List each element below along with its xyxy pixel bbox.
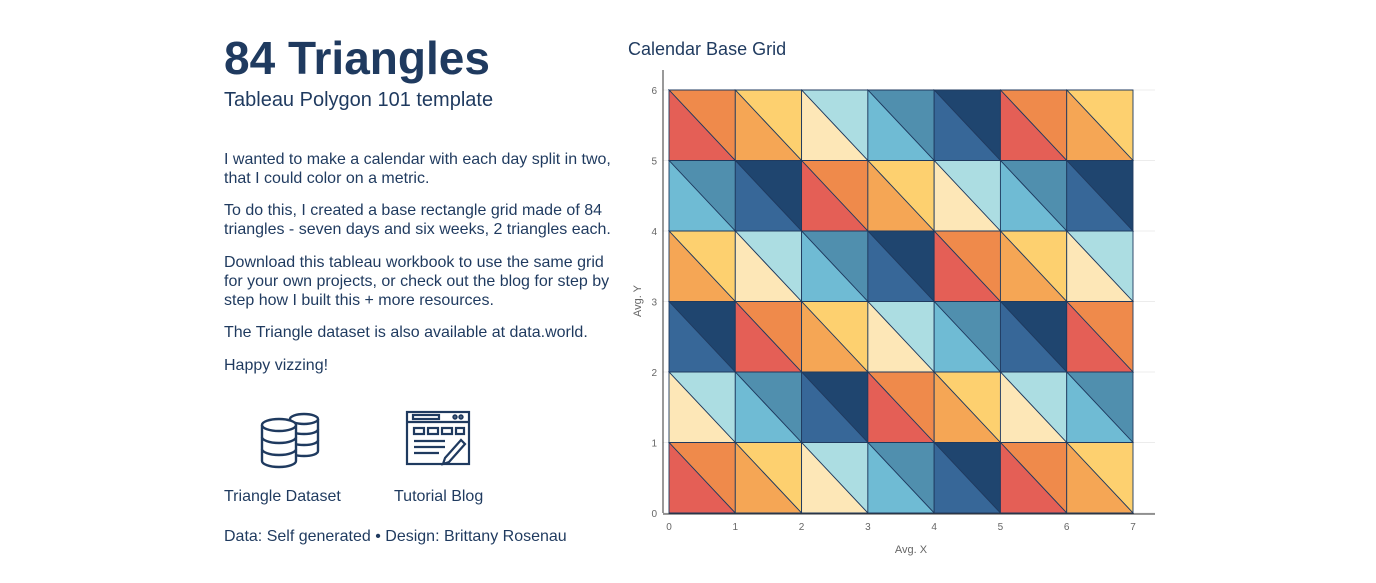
triangle-r1-c3-lower[interactable] xyxy=(867,370,936,443)
y-axis-label: Avg. Y xyxy=(632,284,644,317)
blog-link[interactable]: Tutorial Blog xyxy=(394,488,484,505)
triangle-r1-c6-lower[interactable] xyxy=(1066,370,1135,443)
triangle-r3-c5-lower[interactable] xyxy=(999,229,1068,302)
triangle-r4-c2-lower[interactable] xyxy=(801,159,869,232)
x-axis-label: Avg. X xyxy=(895,544,928,556)
y-tick-label-5: 5 xyxy=(651,157,657,168)
triangle-r3-c1-lower[interactable] xyxy=(734,229,803,302)
triangle-r3-c0-lower[interactable] xyxy=(668,229,737,302)
triangle-r2-c2-lower[interactable] xyxy=(801,300,869,373)
x-tick-label-2: 2 xyxy=(799,522,805,533)
page-title: 84 Triangles xyxy=(224,32,490,84)
triangle-r0-c0-lower[interactable] xyxy=(668,441,737,514)
triangle-r5-c1-lower[interactable] xyxy=(734,88,803,161)
intro-paragraph: I wanted to make a calendar with each da… xyxy=(224,151,611,187)
triangle-r4-c6-lower[interactable] xyxy=(1066,159,1135,232)
x-tick-label-6: 6 xyxy=(1064,522,1070,533)
page-subtitle: Tableau Polygon 101 template xyxy=(224,89,494,111)
triangle-r2-c5-lower[interactable] xyxy=(999,300,1068,373)
calendar-grid-chart: 0 1 2 3 4 5 6 7 0 1 2 3 4 5 6 Avg. X Avg. Y xyxy=(632,70,1155,556)
dataset-paragraph: The Triangle dataset is also available a… xyxy=(224,324,588,341)
y-tick-label-1: 1 xyxy=(651,439,657,450)
triangle-r1-c0-lower[interactable] xyxy=(668,370,737,443)
download-paragraph: Download this tableau workbook to use th… xyxy=(224,254,610,309)
triangle-r5-c3-lower[interactable] xyxy=(867,88,936,161)
triangle-r2-c1-lower[interactable] xyxy=(734,300,803,373)
signoff-paragraph: Happy vizzing! xyxy=(224,357,329,374)
x-tick-label-7: 7 xyxy=(1130,522,1136,533)
triangle-r2-c4-lower[interactable] xyxy=(933,300,1002,373)
triangle-r4-c3-lower[interactable] xyxy=(867,159,936,232)
triangle-r5-c2-lower[interactable] xyxy=(801,88,869,161)
triangle-r3-c4-lower[interactable] xyxy=(933,229,1002,302)
y-tick-label-0: 0 xyxy=(651,509,657,520)
triangle-r0-c1-lower[interactable] xyxy=(734,441,803,514)
triangle-r3-c6-lower[interactable] xyxy=(1066,229,1135,302)
triangle-r1-c4-lower[interactable] xyxy=(933,370,1002,443)
y-tick-label-2: 2 xyxy=(651,368,657,379)
triangle-r4-c4-lower[interactable] xyxy=(933,159,1002,232)
triangle-r5-c6-lower[interactable] xyxy=(1066,88,1135,161)
triangle-r0-c5-lower[interactable] xyxy=(999,441,1068,514)
y-tick-label-6: 6 xyxy=(651,86,657,97)
triangle-r5-c4-lower[interactable] xyxy=(933,88,1002,161)
credits-footer: Data: Self generated • Design: Brittany … xyxy=(224,528,567,545)
triangle-r2-c3-lower[interactable] xyxy=(867,300,936,373)
method-paragraph: To do this, I created a base rectangle g… xyxy=(224,202,611,238)
triangle-r1-c1-lower[interactable] xyxy=(734,370,803,443)
triangle-r4-c5-lower[interactable] xyxy=(999,159,1068,232)
triangle-r0-c4-lower[interactable] xyxy=(933,441,1002,514)
triangle-r2-c0-lower[interactable] xyxy=(668,300,737,373)
triangle-r3-c3-lower[interactable] xyxy=(867,229,936,302)
triangle-r0-c3-lower[interactable] xyxy=(867,441,936,514)
triangle-r3-c2-lower[interactable] xyxy=(801,229,869,302)
x-tick-label-4: 4 xyxy=(931,522,937,533)
triangle-r2-c6-lower[interactable] xyxy=(1066,300,1135,373)
triangle-r0-c6-lower[interactable] xyxy=(1066,441,1135,514)
triangle-r1-c5-lower[interactable] xyxy=(999,370,1068,443)
x-tick-label-5: 5 xyxy=(998,522,1004,533)
y-tick-label-3: 3 xyxy=(651,298,657,309)
triangle-r4-c0-lower[interactable] xyxy=(668,159,737,232)
dataset-link[interactable]: Triangle Dataset xyxy=(224,488,341,505)
x-tick-label-0: 0 xyxy=(666,522,672,533)
triangle-r4-c1-lower[interactable] xyxy=(734,159,803,232)
database-icon[interactable] xyxy=(258,405,328,478)
triangle-r0-c2-lower[interactable] xyxy=(801,441,869,514)
triangle-r5-c0-lower[interactable] xyxy=(668,88,737,161)
x-tick-label-1: 1 xyxy=(733,522,739,533)
triangle-r5-c5-lower[interactable] xyxy=(999,88,1068,161)
header-block: 84 Triangles Tableau Polygon 101 templat… xyxy=(224,30,624,112)
y-tick-label-4: 4 xyxy=(651,227,657,238)
triangle-r1-c2-lower[interactable] xyxy=(801,370,869,443)
x-tick-label-3: 3 xyxy=(865,522,871,533)
browser-window-icon[interactable] xyxy=(405,410,473,475)
chart-title: Calendar Base Grid xyxy=(628,39,787,59)
